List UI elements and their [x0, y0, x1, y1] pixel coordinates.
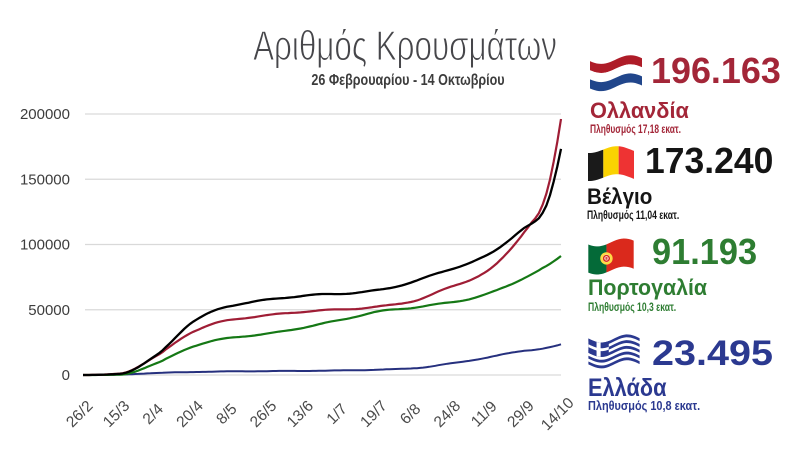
svg-text:150000: 150000: [20, 171, 70, 188]
svg-text:200000: 200000: [20, 106, 70, 123]
svg-text:24/8: 24/8: [431, 398, 464, 431]
svg-text:11/9: 11/9: [468, 398, 501, 431]
svg-text:14/10: 14/10: [538, 394, 578, 434]
svg-text:19/7: 19/7: [357, 398, 390, 431]
svg-text:6/8: 6/8: [397, 401, 424, 428]
svg-text:0: 0: [62, 367, 70, 384]
svg-text:15/3: 15/3: [100, 398, 133, 431]
svg-text:100000: 100000: [20, 237, 70, 254]
svg-text:20/4: 20/4: [173, 397, 207, 431]
svg-text:13/6: 13/6: [284, 398, 317, 431]
svg-text:29/9: 29/9: [504, 398, 537, 431]
svg-text:8/5: 8/5: [213, 401, 240, 428]
svg-text:2/4: 2/4: [140, 400, 168, 428]
svg-text:1/7: 1/7: [324, 401, 351, 428]
svg-text:50000: 50000: [28, 302, 70, 319]
svg-text:26/2: 26/2: [63, 398, 96, 431]
svg-text:26/5: 26/5: [247, 398, 280, 431]
